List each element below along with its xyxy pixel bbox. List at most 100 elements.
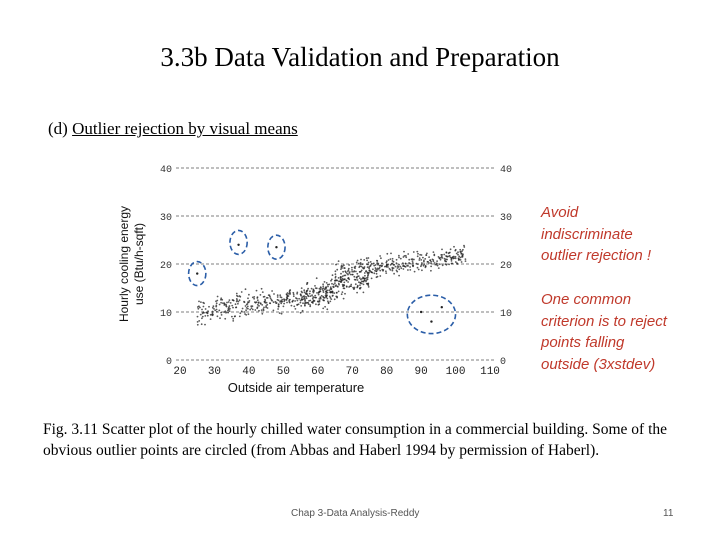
scatter-point — [369, 265, 372, 267]
outlier-circle — [406, 294, 457, 335]
scatter-point — [339, 276, 342, 278]
scatter-point — [272, 309, 275, 312]
scatter-point — [322, 289, 324, 292]
scatter-point — [341, 277, 344, 280]
scatter-point — [265, 306, 267, 309]
scatter-point — [402, 265, 404, 267]
scatter-point — [337, 260, 340, 262]
scatter-point — [326, 297, 329, 300]
scatter-point — [353, 286, 356, 289]
figure-caption: Fig. 3.11 Scatter plot of the hourly chi… — [43, 421, 668, 459]
scatter-point — [341, 283, 344, 286]
scatter-point — [309, 305, 312, 308]
scatter-point — [400, 267, 403, 270]
x-tick-label: 90 — [415, 366, 428, 378]
scatter-point — [450, 258, 453, 260]
scatter-point — [204, 308, 207, 310]
scatter-point — [356, 259, 359, 262]
scatter-point — [411, 264, 414, 267]
note1-line-3: outlier rejection ! — [541, 247, 652, 264]
scatter-point — [445, 255, 447, 257]
scatter-point — [246, 303, 249, 305]
scatter-point — [453, 245, 455, 248]
scatter-point — [347, 267, 350, 270]
scatter-point — [398, 268, 401, 271]
scatter-point — [379, 264, 382, 267]
scatter-point — [226, 301, 228, 304]
scatter-point — [330, 298, 333, 300]
scatter-point — [337, 290, 340, 293]
scatter-point — [266, 303, 269, 306]
note2-line-4: outside (3xstdev) — [541, 355, 656, 373]
scatter-point — [229, 307, 231, 310]
scatter-point — [235, 292, 238, 295]
scatter-point — [203, 302, 205, 305]
scatter-point — [311, 294, 313, 297]
scatter-point — [421, 262, 423, 264]
scatter-point — [259, 303, 262, 305]
scatter-point — [422, 256, 424, 259]
scatter-point — [259, 294, 262, 296]
scatter-point — [318, 291, 321, 294]
scatter-point — [221, 298, 224, 301]
scatter-point — [316, 300, 319, 303]
scatter-point — [240, 310, 243, 313]
scatter-point — [223, 311, 226, 313]
scatter-point — [402, 268, 405, 270]
scatter-point — [457, 251, 459, 254]
scatter-point — [218, 309, 221, 312]
scatter-point — [228, 305, 231, 307]
scatter-point — [391, 269, 394, 272]
scatter-point — [356, 291, 358, 294]
scatter-point — [325, 290, 327, 293]
scatter-point — [307, 294, 309, 297]
scatter-point — [450, 260, 453, 262]
scatter-point — [351, 273, 353, 276]
scatter-point — [366, 271, 369, 274]
scatter-point — [429, 259, 432, 262]
scatter-point — [244, 313, 246, 315]
scatter-point — [296, 291, 299, 294]
scatter-point — [206, 314, 209, 317]
scatter-point — [411, 260, 414, 262]
scatter-point — [263, 306, 265, 309]
scatter-point — [342, 287, 345, 290]
scatter-point — [260, 309, 263, 311]
scatter-point — [309, 295, 312, 297]
scatter-point — [289, 298, 291, 301]
scatter-point — [449, 256, 452, 259]
scatter-point — [209, 313, 212, 316]
scatter-point — [258, 309, 260, 312]
scatter-point — [263, 301, 266, 303]
scatter-point — [260, 287, 263, 290]
scatter-point — [378, 266, 381, 269]
scatter-point — [363, 279, 366, 281]
scatter-point — [303, 291, 306, 294]
scatter-point — [254, 309, 257, 311]
scatter-point — [430, 262, 432, 265]
scatter-point — [357, 262, 360, 265]
y-tick-label-right: 40 — [500, 165, 512, 176]
scatter-point — [353, 275, 356, 278]
scatter-point — [418, 259, 421, 261]
scatter-point — [269, 295, 271, 298]
scatter-point — [367, 286, 370, 288]
scatter-point — [355, 270, 357, 273]
scatter-point — [368, 271, 370, 274]
scatter-point — [280, 302, 283, 305]
scatter-point — [201, 308, 203, 311]
scatter-figure: 0 10 20 30 40 0 10 20 30 40 20 30 40 50 60 70 80 90 100 1… — [117, 165, 512, 395]
scatter-point — [443, 253, 446, 256]
scatter-point — [325, 296, 328, 298]
scatter-point — [240, 291, 243, 293]
scatter-point — [249, 308, 252, 311]
scatter-point — [375, 270, 378, 273]
scatter-point — [364, 274, 366, 277]
scatter-point — [398, 263, 400, 266]
scatter-point — [218, 303, 221, 306]
scatter-point — [332, 283, 335, 286]
scatter-point — [245, 309, 248, 312]
scatter-point — [353, 288, 356, 290]
scatter-point — [286, 301, 288, 304]
scatter-point — [376, 267, 379, 270]
